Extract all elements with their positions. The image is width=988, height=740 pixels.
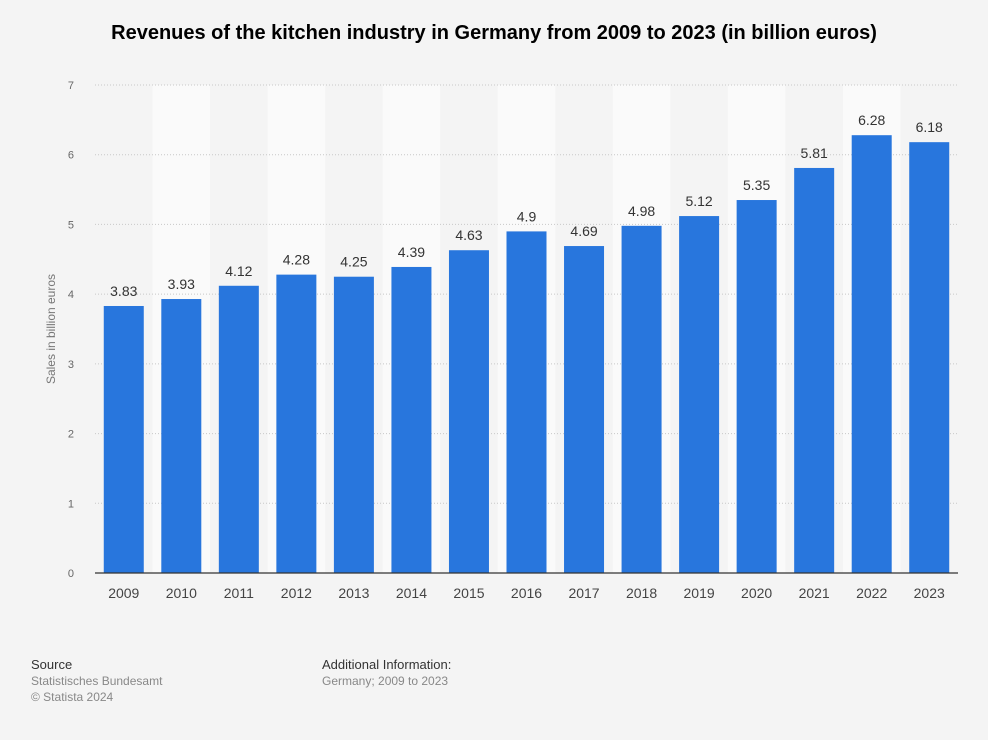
chart-title: Revenues of the kitchen industry in Germ…: [111, 22, 877, 44]
x-tick-label-2011: 2011: [224, 585, 254, 601]
value-label-2017: 4.69: [570, 223, 597, 239]
x-tick-label-2010: 2010: [166, 585, 197, 601]
bar-2013: [333, 276, 374, 573]
value-label-2014: 4.39: [398, 244, 425, 260]
value-label-2013: 4.25: [340, 254, 367, 270]
value-label-2015: 4.63: [455, 227, 482, 243]
source-block: Source Statistisches Bundesamt © Statist…: [31, 657, 162, 705]
bar-2019: [679, 216, 720, 573]
y-tick-label: 5: [68, 219, 74, 231]
value-label-2010: 3.93: [168, 276, 195, 292]
bar-2009: [103, 305, 144, 573]
value-label-2012: 4.28: [283, 252, 310, 268]
bar-2021: [794, 167, 835, 573]
info-heading: Additional Information:: [322, 657, 452, 672]
bar-2017: [564, 246, 605, 574]
bar-2018: [621, 225, 662, 573]
y-tick-label: 1: [68, 498, 74, 510]
value-label-2023: 6.18: [916, 119, 943, 135]
bar-2014: [391, 266, 432, 573]
x-tick-label-2023: 2023: [914, 585, 945, 601]
value-label-2019: 5.12: [685, 193, 712, 209]
y-tick-label: 3: [68, 359, 74, 371]
y-tick-label: 7: [68, 80, 74, 92]
x-tick-label-2022: 2022: [856, 585, 887, 601]
bar-2010: [161, 299, 202, 573]
y-tick-label: 6: [68, 150, 74, 162]
info-text: Germany; 2009 to 2023: [322, 674, 449, 688]
bar-2020: [736, 200, 777, 573]
source-heading: Source: [31, 657, 73, 672]
value-label-2011: 4.12: [225, 263, 252, 279]
y-axis-label: Sales in billion euros: [44, 274, 58, 384]
x-tick-label-2015: 2015: [453, 585, 484, 601]
bar-2022: [851, 135, 892, 574]
x-tick-label-2014: 2014: [396, 585, 427, 601]
bar-2011: [218, 285, 259, 573]
copyright-text[interactable]: © Statista 2024: [31, 690, 114, 704]
y-tick-label: 4: [68, 289, 74, 301]
value-label-2020: 5.35: [743, 177, 770, 193]
bar-chart: 0 1 2 3 4 5 6 7 Sales in billion euros 3.83 2009 3.…: [44, 80, 958, 601]
bar-2012: [276, 274, 317, 573]
x-tick-label-2021: 2021: [799, 585, 830, 601]
value-label-2022: 6.28: [858, 112, 885, 128]
x-tick-label-2017: 2017: [568, 585, 599, 601]
bar-2015: [448, 250, 489, 574]
bar-2023: [909, 142, 950, 573]
x-tick-label-2020: 2020: [741, 585, 772, 601]
value-label-2016: 4.9: [517, 208, 537, 224]
y-tick-label: 0: [68, 568, 74, 580]
value-label-2018: 4.98: [628, 203, 655, 219]
source-name[interactable]: Statistisches Bundesamt: [31, 674, 163, 688]
x-tick-label-2009: 2009: [108, 585, 139, 601]
bar-2016: [506, 231, 547, 573]
x-tick-label-2018: 2018: [626, 585, 657, 601]
x-tick-label-2019: 2019: [684, 585, 715, 601]
x-tick-label-2013: 2013: [338, 585, 369, 601]
value-label-2009: 3.83: [110, 283, 137, 299]
y-tick-label: 2: [68, 429, 74, 441]
value-label-2021: 5.81: [801, 145, 828, 161]
additional-info-block: Additional Information: Germany; 2009 to…: [322, 657, 451, 689]
x-tick-label-2012: 2012: [281, 585, 312, 601]
x-tick-label-2016: 2016: [511, 585, 542, 601]
